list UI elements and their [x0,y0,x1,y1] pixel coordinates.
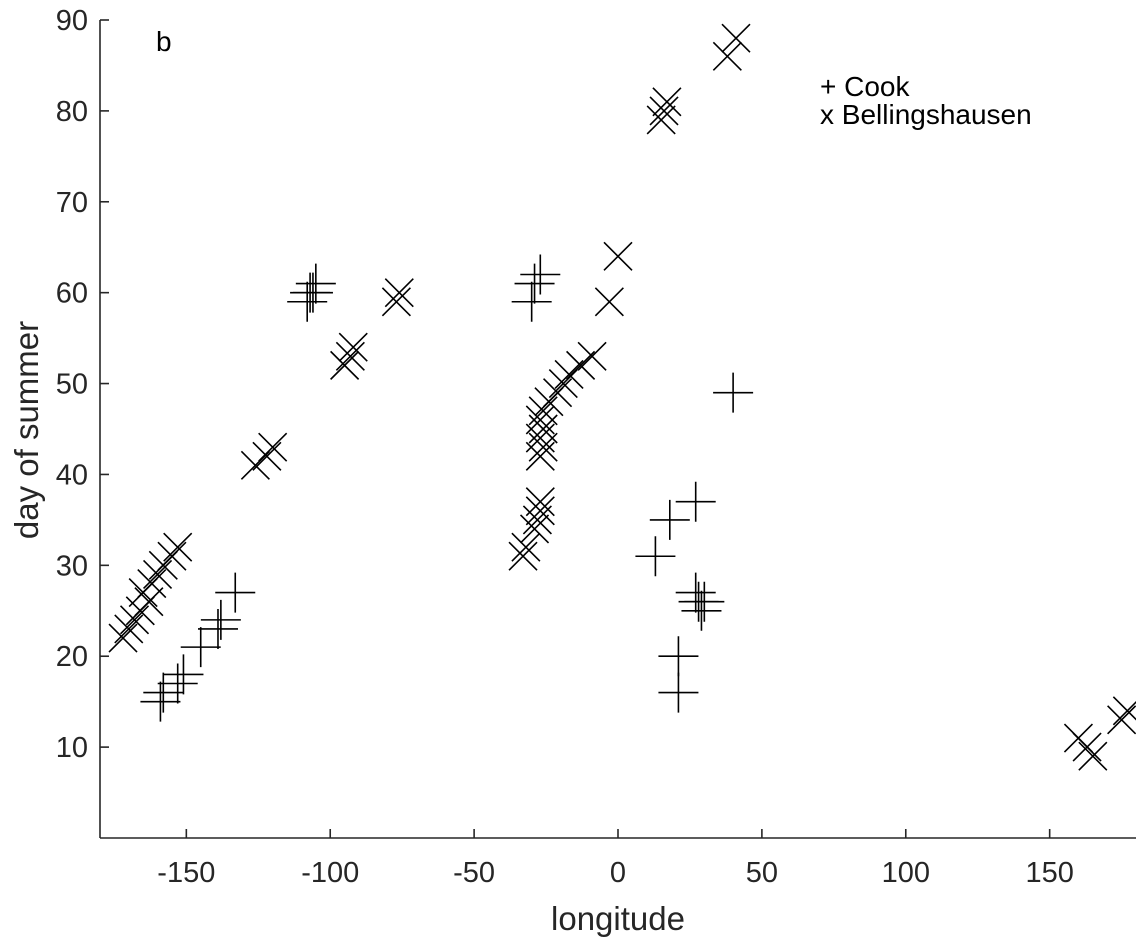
bellingshausen-marker [649,96,679,126]
bellingshausen-marker [594,287,624,317]
bellingshausen-marker [566,350,596,380]
cook-marker [295,263,336,304]
y-tick-label: 30 [56,550,88,582]
cook-marker [635,536,676,577]
bellingshausen-marker [525,441,555,471]
x-tick-label: -50 [453,857,495,889]
bellingshausen-marker [543,378,573,408]
cook-marker [520,254,561,295]
bellingshausen-marker [508,541,538,571]
panel-label: b [156,26,172,57]
bellingshausen-marker [721,23,751,53]
bellingshausen-marker [646,105,676,135]
cook-marker [681,590,722,631]
cook-marker [180,627,221,668]
y-ticks: 10 20 30 40 50 60 70 80 90 [56,5,109,764]
bellingshausen-marker [525,487,555,517]
bellingshausen-marker [252,441,282,471]
y-tick-label: 90 [56,5,88,37]
x-tick-label: 0 [610,857,626,889]
x-axis-title: longitude [551,900,685,937]
bellingshausen-marker [142,559,173,589]
cook-marker [649,499,690,540]
bellingshausen-marker [381,287,411,317]
bellingshausen-marker [330,350,360,380]
y-tick-label: 40 [56,459,88,491]
bellingshausen-marker [522,505,552,535]
cook-marker [658,636,699,677]
legend-entry-bellingshausen: x Bellingshausen [820,99,1032,130]
cook-marker [514,263,555,304]
bellingshausen-marker [1078,741,1108,771]
cook-marker [197,608,238,649]
cook-marker [287,281,328,322]
cook-marker [684,581,725,622]
legend-entry-cook: + Cook [820,71,910,102]
bellingshausen-marker [1072,732,1102,762]
bellingshausen-marker [134,587,164,617]
cook-marker [215,572,256,613]
y-tick-label: 80 [56,96,88,128]
cook-marker [200,599,241,640]
cook-marker [143,672,184,713]
bellingshausen-marker [258,432,288,462]
cook-marker [675,481,716,522]
bellingshausen-marker [528,432,558,462]
y-tick-label: 10 [56,732,88,764]
x-ticks: -150 -100 -50 0 50 100 150 [157,829,1074,889]
bellingshausen-marker [157,541,187,571]
bellingshausen-marker [528,414,558,444]
bellingshausen-marker [525,423,555,453]
plot-markers [108,23,1136,771]
bellingshausen-marker [1107,705,1136,735]
bellingshausen-marker [338,332,368,362]
bellingshausen-marker [519,514,550,544]
bellingshausen-marker [554,359,584,390]
cook-marker [713,372,754,413]
bellingshausen-marker [335,341,365,371]
cook-marker [675,572,716,613]
bellingshausen-marker [384,278,414,308]
x-tick-label: 100 [882,857,930,889]
y-tick-label: 60 [56,278,88,310]
y-axis-title: day of summer [8,321,45,539]
cook-marker [157,663,198,704]
x-tick-label: -150 [157,857,215,889]
x-tick-label: 150 [1025,857,1073,889]
bellingshausen-marker [528,396,558,426]
bellingshausen-marker [511,532,541,562]
bellingshausen-marker [712,41,742,71]
x-tick-label: 50 [746,857,778,889]
bellingshausen-marker [163,532,193,562]
bellingshausen-marker [114,614,144,644]
x-tick-label: -100 [301,857,359,889]
cook-marker [658,672,699,713]
bellingshausen-marker [137,568,167,599]
bellingshausen-marker [525,405,555,435]
bellingshausen-marker [603,241,633,271]
bellingshausen-marker [652,87,682,117]
bellingshausen-marker [108,623,138,653]
bellingshausen-marker [525,496,555,526]
y-tick-label: 20 [56,641,88,673]
cook-marker [163,654,204,695]
bellingshausen-marker [577,341,607,371]
y-tick-label: 50 [56,369,88,401]
cook-marker [140,681,181,722]
y-tick-label: 70 [56,187,88,219]
bellingshausen-marker [1112,696,1136,726]
cook-marker [292,272,333,313]
bellingshausen-marker [119,605,150,635]
cook-marker [511,281,552,322]
